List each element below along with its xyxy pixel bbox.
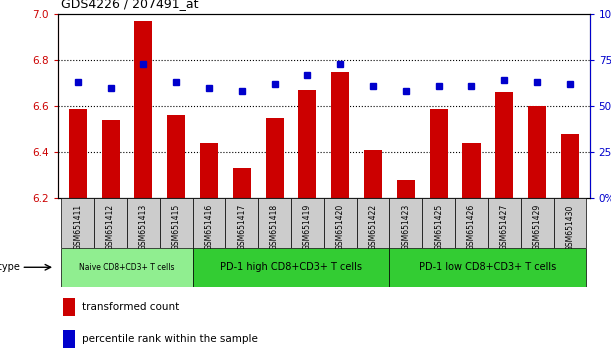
Bar xyxy=(225,198,258,248)
Bar xyxy=(200,143,218,198)
Text: GSM651419: GSM651419 xyxy=(303,204,312,250)
Text: GSM651413: GSM651413 xyxy=(139,204,148,250)
Bar xyxy=(389,248,587,287)
Bar xyxy=(357,198,389,248)
Bar xyxy=(455,198,488,248)
Bar xyxy=(64,330,75,348)
Bar xyxy=(397,180,415,198)
Bar xyxy=(324,198,357,248)
Bar xyxy=(389,198,422,248)
Bar xyxy=(64,298,75,316)
Bar xyxy=(127,198,159,248)
Bar xyxy=(192,248,389,287)
Bar xyxy=(554,198,587,248)
Text: GSM651411: GSM651411 xyxy=(73,204,82,250)
Bar xyxy=(94,198,127,248)
Bar xyxy=(291,198,324,248)
Text: Naive CD8+CD3+ T cells: Naive CD8+CD3+ T cells xyxy=(79,263,175,272)
Bar xyxy=(192,198,225,248)
Text: GSM651427: GSM651427 xyxy=(500,204,509,250)
Text: PD-1 low CD8+CD3+ T cells: PD-1 low CD8+CD3+ T cells xyxy=(419,262,557,272)
Bar xyxy=(258,198,291,248)
Bar xyxy=(422,198,455,248)
Bar xyxy=(430,109,448,198)
Text: GSM651425: GSM651425 xyxy=(434,204,443,250)
Text: GSM651417: GSM651417 xyxy=(237,204,246,250)
Text: GSM651429: GSM651429 xyxy=(533,204,541,250)
Text: cell type: cell type xyxy=(0,262,20,272)
Text: GSM651430: GSM651430 xyxy=(565,204,574,251)
Bar xyxy=(61,248,192,287)
Text: GDS4226 / 207491_at: GDS4226 / 207491_at xyxy=(61,0,199,10)
Text: GSM651412: GSM651412 xyxy=(106,204,115,250)
Text: GSM651426: GSM651426 xyxy=(467,204,476,250)
Bar xyxy=(331,72,349,198)
Text: percentile rank within the sample: percentile rank within the sample xyxy=(82,334,258,344)
Bar xyxy=(298,90,316,198)
Text: transformed count: transformed count xyxy=(82,302,179,312)
Bar xyxy=(233,169,251,198)
Text: GSM651423: GSM651423 xyxy=(401,204,411,250)
Text: GSM651420: GSM651420 xyxy=(335,204,345,250)
Text: GSM651416: GSM651416 xyxy=(205,204,213,250)
Bar xyxy=(61,198,94,248)
Bar xyxy=(101,120,120,198)
Bar xyxy=(364,150,382,198)
Bar xyxy=(167,115,185,198)
Bar xyxy=(463,143,480,198)
Text: PD-1 high CD8+CD3+ T cells: PD-1 high CD8+CD3+ T cells xyxy=(220,262,362,272)
Bar xyxy=(68,109,87,198)
Bar xyxy=(159,198,192,248)
Text: GSM651415: GSM651415 xyxy=(172,204,181,250)
Bar xyxy=(528,106,546,198)
Bar xyxy=(496,92,513,198)
Text: GSM651418: GSM651418 xyxy=(270,204,279,250)
Bar xyxy=(521,198,554,248)
Text: GSM651422: GSM651422 xyxy=(368,204,378,250)
Bar xyxy=(488,198,521,248)
Bar xyxy=(561,134,579,198)
Bar xyxy=(134,21,152,198)
Bar xyxy=(266,118,284,198)
